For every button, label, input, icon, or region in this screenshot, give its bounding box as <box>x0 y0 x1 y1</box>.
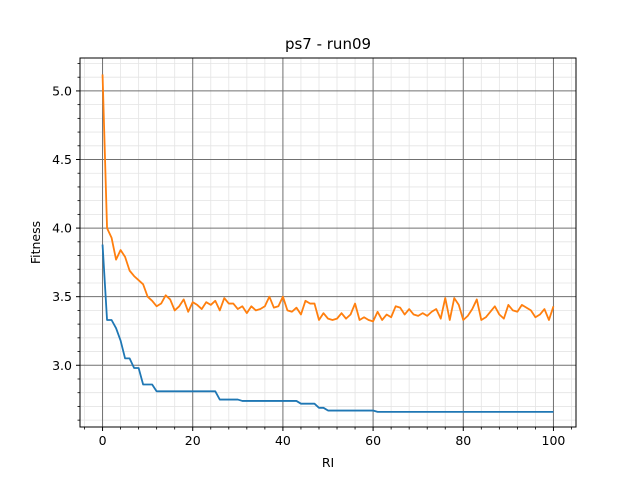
series-line-2 <box>101 74 555 323</box>
series-line-1 <box>101 244 554 413</box>
x-axis-label: RI <box>322 455 334 470</box>
y-tick-label: 3.5 <box>52 289 72 304</box>
y-axis-label: Fitness <box>28 221 43 264</box>
y-tick-label: 3.0 <box>52 358 72 373</box>
x-tick-label: 100 <box>542 433 566 448</box>
x-tick-label: 60 <box>365 433 381 448</box>
x-tick-label: 20 <box>185 433 201 448</box>
series-layer <box>101 74 555 413</box>
axis-ticks: 0 20 40 60 80 100 3.0 3.5 4.0 4.5 5.0 <box>52 63 572 448</box>
major-grid <box>80 58 576 427</box>
y-tick-label: 5.0 <box>52 83 72 98</box>
x-tick-label: 80 <box>455 433 471 448</box>
plot-frame <box>79 57 577 428</box>
x-tick-label: 0 <box>99 433 107 448</box>
y-tick-label: 4.0 <box>52 221 72 236</box>
x-tick-label: 40 <box>275 433 291 448</box>
y-tick-label: 4.5 <box>52 152 72 167</box>
chart-title: ps7 - run09 <box>285 35 371 53</box>
